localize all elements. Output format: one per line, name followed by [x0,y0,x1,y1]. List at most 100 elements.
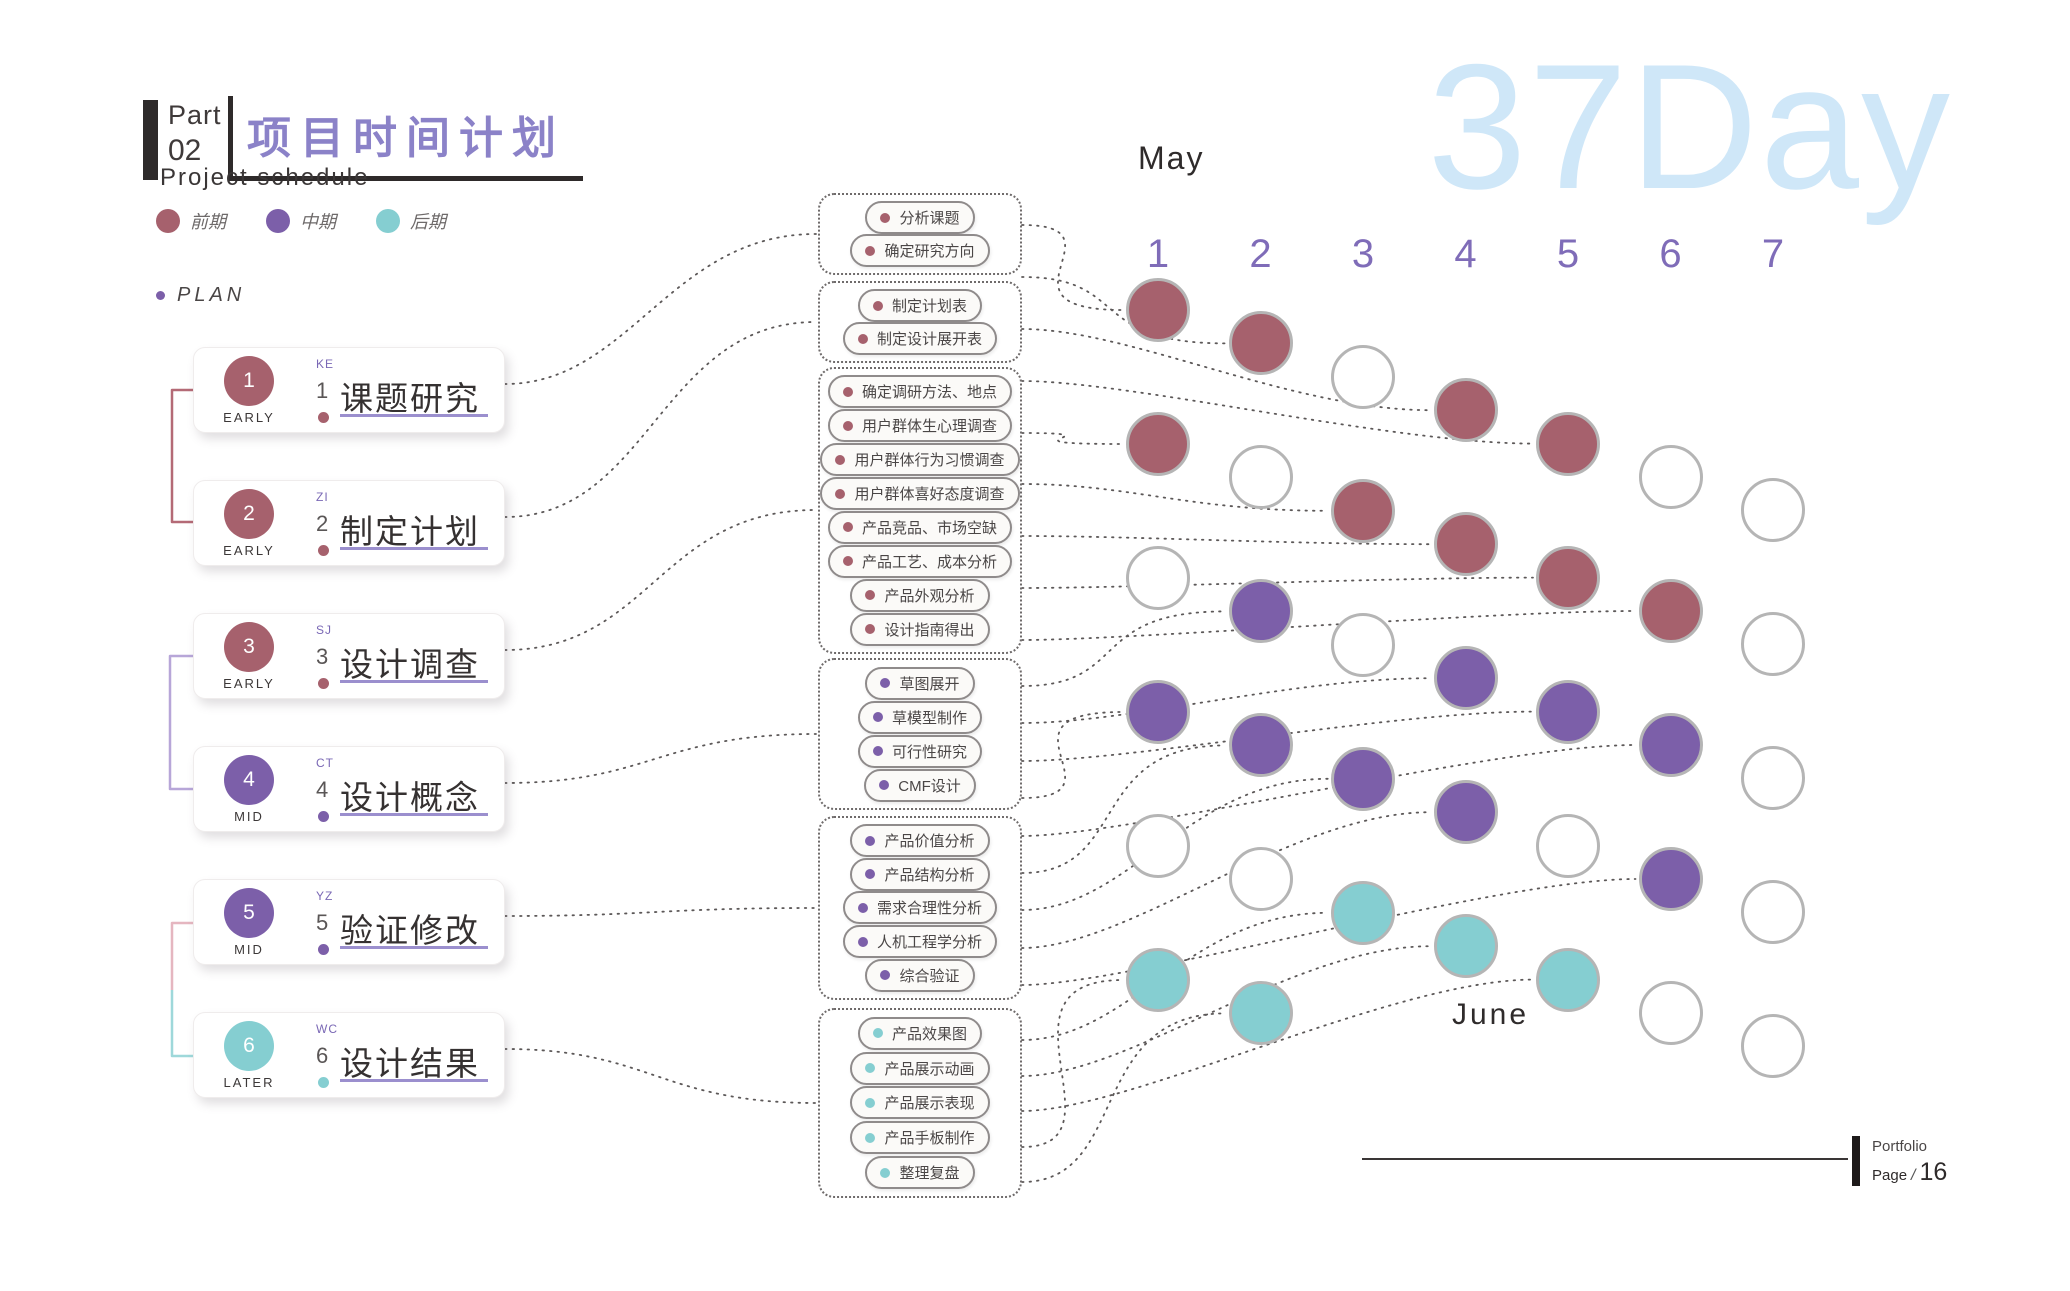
phase-title: 设计概念 [340,779,480,816]
day-circle [1741,478,1805,543]
part-label: Part [168,100,222,130]
phase-dot-icon [318,678,329,689]
task-label: 人机工程学分析 [876,934,982,952]
task-dot-icon [835,488,846,499]
task-pill: 确定研究方向 [850,234,990,267]
day-circle [1331,344,1395,409]
task-label: CMF设计 [898,777,961,795]
day-circle [1228,847,1293,912]
task-pill: 产品展示表现 [850,1086,990,1120]
phase-card: 4 MID CT 4 设计概念 [193,746,505,832]
task-pill: CMF设计 [864,768,976,802]
task-group: 产品价值分析 产品结构分析 需求合理性分析 人机工程学分析 综合验证 [818,816,1022,1000]
plan-bullet-icon [156,291,165,300]
task-pill: 产品结构分析 [850,857,990,891]
task-pill: 制定设计展开表 [842,322,997,355]
day-circle [1433,378,1498,443]
day-circle [1433,914,1498,979]
page-label: Page [1872,1167,1908,1184]
task-pill: 用户群体行为习惯调查 [820,443,1020,477]
task-label: 产品展示动画 [884,1060,975,1078]
page-indicator: Page / 16 [1872,1158,1947,1187]
phase-code: ZI [316,490,329,504]
phase-code: CT [316,756,334,770]
day-circle [1433,512,1498,577]
task-label: 确定调研方法、地点 [861,384,997,402]
phase-card: 3 EARLY SJ 3 设计调查 [193,613,505,699]
legend-dot-icon [266,209,290,233]
day-circle [1228,311,1293,376]
day-header: 1 [1146,232,1170,276]
task-label: 用户群体喜好态度调查 [854,486,1005,504]
phase-title: 验证修改 [340,912,480,949]
task-dot-icon [835,454,846,465]
task-pill: 产品价值分析 [850,824,990,858]
legend: 前期 中期 后期 [156,208,446,234]
day-circle [1126,948,1190,1012]
task-dot-icon [842,386,853,397]
task-pill: 人机工程学分析 [842,925,997,959]
day-circle [1741,880,1805,945]
day-header: 3 [1351,232,1375,276]
task-dot-icon [880,212,891,223]
legend-item: 前期 [156,208,226,234]
phase-dot-icon [318,811,329,822]
task-pill: 确定调研方法、地点 [827,375,1012,409]
task-dot-icon [842,556,853,567]
day-header: 5 [1556,232,1580,276]
phase-number-badge: 6 [224,1021,274,1071]
phase-code: KE [316,357,335,371]
task-pill: 产品效果图 [857,1016,982,1050]
duration-label: 37Day [1427,27,1952,226]
task-dot-icon [872,300,883,311]
task-pill: 制定计划表 [857,289,982,322]
phase-index: 5 [316,910,329,935]
task-label: 产品外观分析 [884,587,975,605]
phase-index: 6 [316,1043,329,1068]
phase-dot-icon [318,1077,329,1088]
task-label: 综合验证 [899,967,960,985]
page-subtitle: Project schedule [160,164,370,191]
phase-index: 1 [316,378,329,403]
task-label: 分析课题 [899,210,960,227]
day-circle [1228,579,1293,644]
phase-title: 设计结果 [340,1045,480,1082]
phase-number-badge: 2 [224,489,274,539]
day-circle [1433,780,1498,845]
day-circle [1228,713,1293,778]
day-circle [1126,546,1190,610]
page-title: 项目时间计划 [247,114,565,163]
task-pill: 产品展示动画 [850,1051,990,1085]
legend-dot-icon [376,209,400,233]
task-pill: 可行性研究 [857,734,982,768]
day-header: 2 [1249,232,1272,276]
day-header: 4 [1454,232,1477,276]
phase-number-badge: 3 [224,622,274,672]
task-dot-icon [857,333,868,344]
day-circle [1331,746,1395,811]
phase-number-badge: 4 [224,755,274,805]
task-dot-icon [865,245,876,256]
task-pill: 整理复盘 [865,1156,975,1190]
task-label: 草图展开 [899,675,960,693]
task-label: 用户群体生心理调查 [861,418,997,436]
phase-number: 4 [243,768,255,791]
header-accent-bar [143,100,158,180]
day-circle [1638,445,1703,509]
day-circle [1228,445,1293,510]
task-group: 制定计划表 制定设计展开表 [818,281,1022,363]
task-pill: 用户群体生心理调查 [827,409,1012,443]
phase-stage-label: MID [234,942,264,957]
day-circle [1331,478,1395,543]
task-dot-icon [857,902,868,913]
phase-card: 1 EARLY KE 1 课题研究 [193,347,505,433]
task-group: 产品效果图 产品展示动画 产品展示表现 产品手板制作 整理复盘 [818,1008,1022,1198]
legend-label: 前期 [190,212,226,232]
day-circle [1433,646,1498,711]
legend-dot-icon [156,209,180,233]
task-pill: 产品竞品、市场空缺 [827,510,1012,544]
task-dot-icon [865,1097,876,1108]
day-circle [1536,947,1600,1012]
day-circle [1331,612,1395,677]
